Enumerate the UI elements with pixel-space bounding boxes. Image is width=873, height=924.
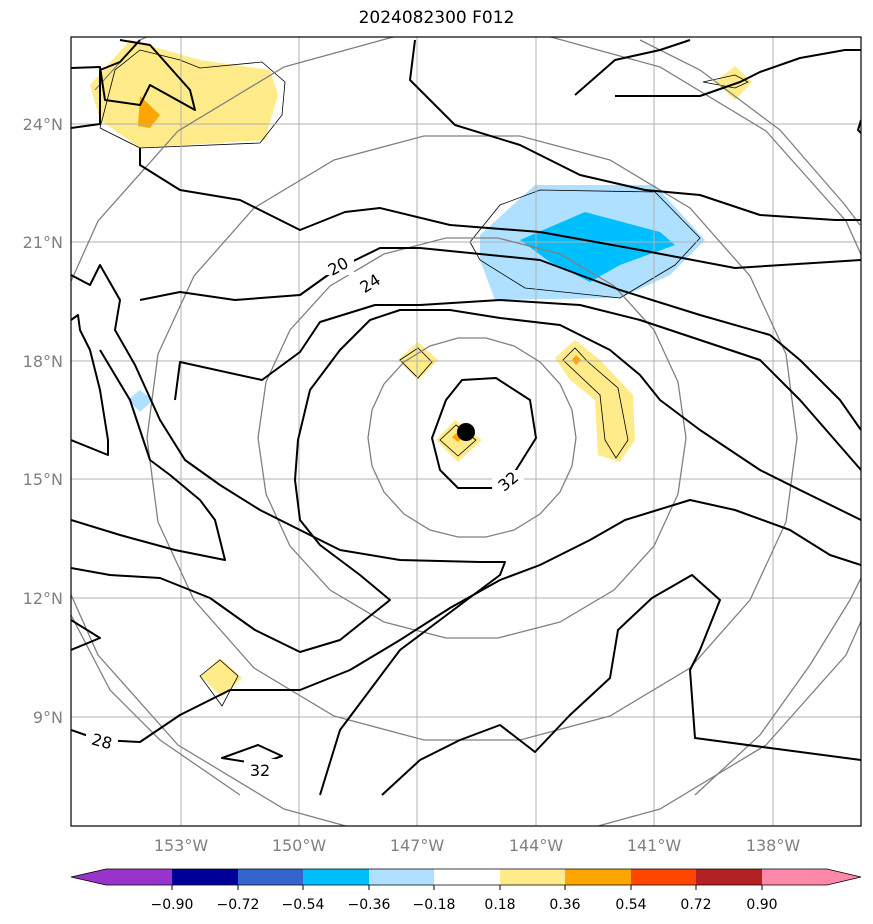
- map-plot-area: 20 24 32 28 32: [71, 37, 861, 826]
- lat-label: 12°N: [23, 589, 63, 608]
- colorbar-segment: [303, 869, 369, 885]
- lat-label: 9°N: [33, 708, 63, 727]
- positive-anomaly-region: [90, 40, 278, 148]
- contour-label: 28: [90, 730, 115, 754]
- lon-label: 138°W: [746, 836, 801, 855]
- contour-labels: 20 24 32 28 32: [86, 253, 524, 780]
- negative-anomaly-region: [128, 390, 153, 412]
- colorbar-tick-labels: −0.90 −0.72 −0.54 −0.36 −0.18 0.18 0.36 …: [151, 897, 778, 913]
- colorbar-tick-label: −0.36: [348, 897, 391, 913]
- positive-anomaly-region: [200, 658, 242, 697]
- colorbar: −0.90 −0.72 −0.54 −0.36 −0.18 0.18 0.36 …: [70, 868, 862, 913]
- colorbar-segment: [500, 869, 565, 885]
- lon-label: 150°W: [272, 836, 327, 855]
- colorbar-tick-label: −0.72: [217, 897, 260, 913]
- colorbar-segment: [106, 869, 172, 885]
- colorbar-segment: [696, 869, 762, 885]
- colorbar-ticks: [171, 885, 763, 890]
- contour-lines: [71, 39, 861, 796]
- colorbar-extend-low: [71, 869, 106, 885]
- positive-anomaly-core: [572, 355, 581, 365]
- colorbar-tick-label: 0.90: [746, 897, 777, 913]
- shaded-field-outlines: [99, 49, 749, 707]
- colorbar-segment: [238, 869, 303, 885]
- longitude-labels: 153°W 150°W 147°W 144°W 141°W 138°W: [154, 836, 801, 855]
- positive-anomaly-region: [715, 66, 752, 100]
- lon-label: 153°W: [154, 836, 209, 855]
- colorbar-tick-label: 0.54: [615, 897, 646, 913]
- graticule: [71, 37, 861, 826]
- latitude-labels: 24°N 21°N 18°N 15°N 12°N 9°N: [23, 115, 63, 727]
- colorbar-extend-high: [827, 869, 861, 885]
- lon-label: 141°W: [627, 836, 682, 855]
- colorbar-segment: [762, 869, 827, 885]
- negative-anomaly-core: [520, 212, 675, 282]
- colorbar-segment: [369, 869, 434, 885]
- colorbar-tick-label: 0.72: [680, 897, 711, 913]
- storm-center-marker: [457, 423, 475, 441]
- colorbar-tick-label: −0.90: [151, 897, 194, 913]
- map-title: 2024082300 F012: [358, 8, 515, 28]
- colorbar-tick-label: −0.54: [282, 897, 325, 913]
- colorbar-outline: [70, 868, 862, 886]
- lat-label: 15°N: [23, 470, 63, 489]
- colorbar-tick-label: −0.18: [413, 897, 456, 913]
- colorbar-tick-label: 0.18: [484, 897, 515, 913]
- lon-label: 147°W: [390, 836, 445, 855]
- colorbar-segment: [434, 869, 500, 885]
- lat-label: 21°N: [23, 233, 63, 252]
- contour-label: 32: [250, 761, 270, 780]
- map-frame: [70, 36, 862, 827]
- lat-label: 24°N: [23, 115, 63, 134]
- positive-anomaly-region: [555, 340, 635, 462]
- colorbar-tick-label: 0.36: [549, 897, 580, 913]
- colorbar-segment: [565, 869, 631, 885]
- colorbar-segment: [172, 869, 238, 885]
- lat-label: 18°N: [23, 352, 63, 371]
- colorbar-segment: [631, 869, 696, 885]
- lon-label: 144°W: [509, 836, 564, 855]
- positive-anomaly-core: [138, 96, 160, 128]
- range-rings: [71, 37, 861, 826]
